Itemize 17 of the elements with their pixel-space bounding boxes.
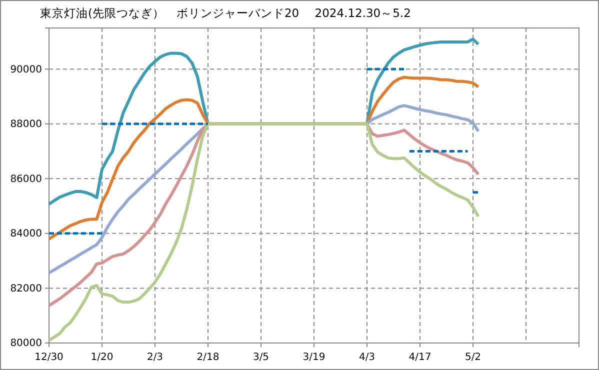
x-tick-label: 12/30: [34, 352, 64, 363]
y-tick-label: 82000: [10, 283, 42, 294]
x-tick-label: 5/2: [464, 352, 482, 363]
x-tick-label: 2/18: [196, 352, 220, 363]
y-tick-label: 86000: [10, 174, 42, 185]
y-tick-label: 88000: [10, 119, 42, 130]
chart-title: 東京灯油(先限つなぎ） ボリンジャーバンド20 2024.12.30～5.2: [40, 6, 411, 20]
x-tick-label: 4/3: [358, 352, 376, 363]
x-tick-label: 4/17: [408, 352, 432, 363]
y-tick-label: 80000: [10, 338, 42, 350]
x-tick-label: 2/3: [146, 352, 164, 363]
y-tick-label: 84000: [10, 228, 42, 240]
x-tick-label: 1/20: [90, 352, 114, 363]
x-tick-label: 3/19: [302, 352, 326, 363]
line-series: [48, 122, 480, 342]
x-tick-label: 3/5: [252, 352, 270, 363]
y-tick-label: 90000: [10, 64, 42, 76]
